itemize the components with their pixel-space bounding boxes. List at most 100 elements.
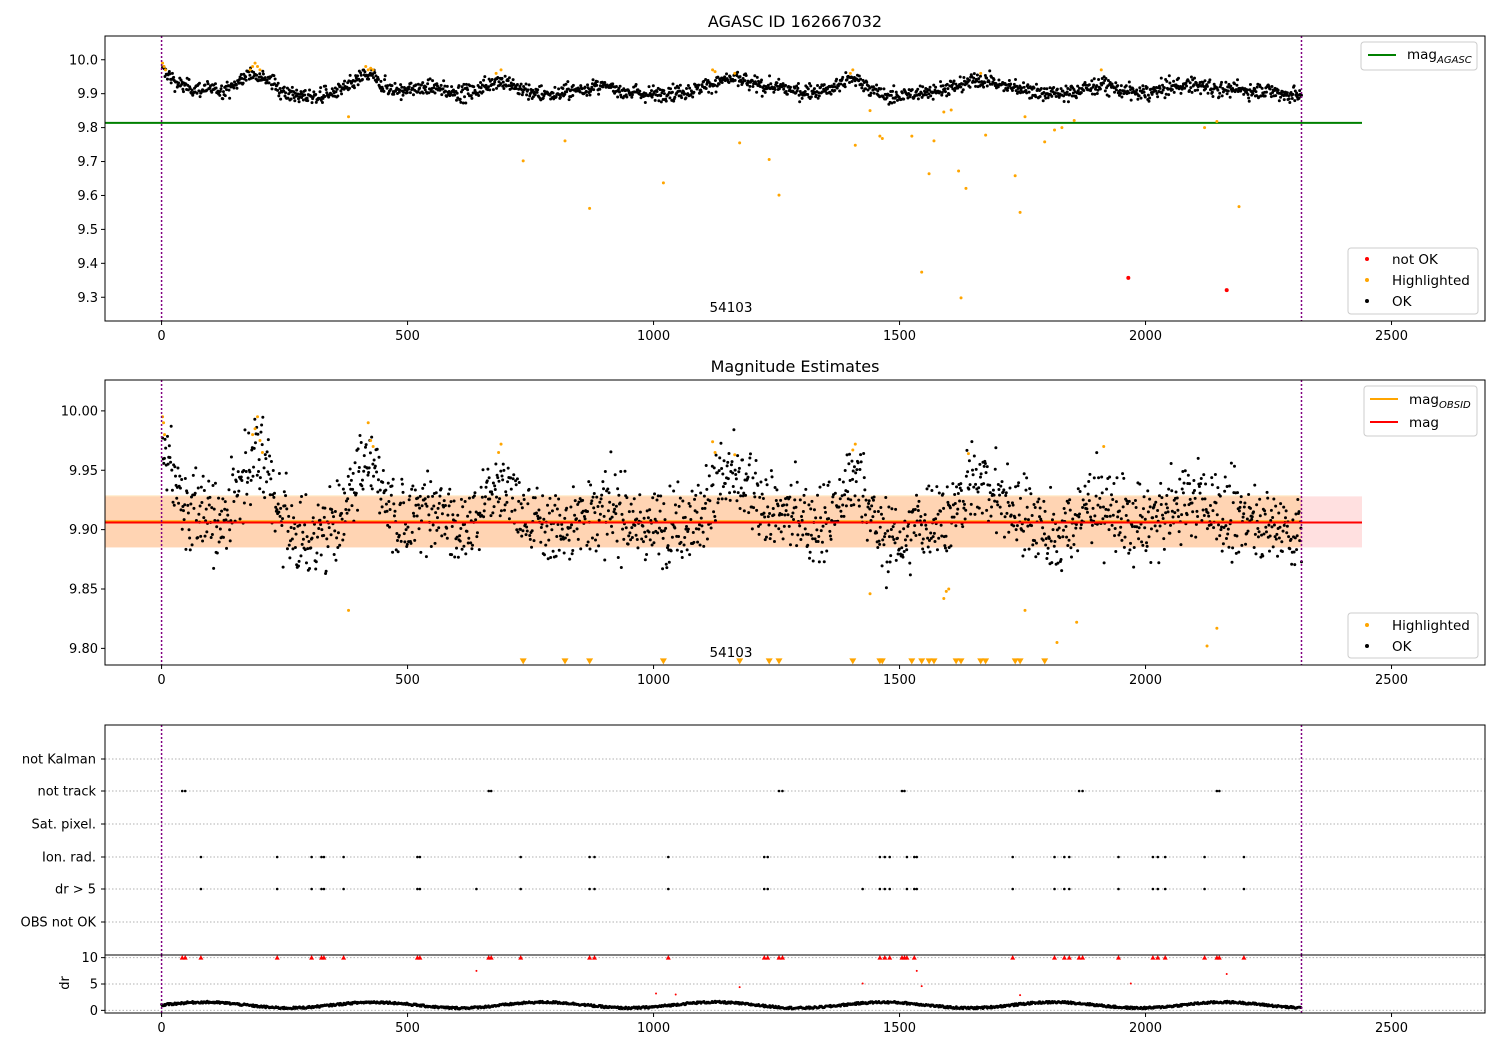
magnitude-point: [1200, 518, 1204, 522]
magnitude-point: [1236, 491, 1240, 495]
magnitude-point: [721, 485, 725, 489]
magnitude-point: [451, 513, 455, 517]
agasc-point: [1041, 99, 1045, 103]
agasc-xtick-label: 0: [157, 329, 165, 344]
magnitude-point: [1192, 478, 1196, 482]
magnitude-point: [570, 552, 574, 556]
magnitude-point: [1081, 506, 1085, 510]
magnitude-point: [713, 519, 717, 523]
magnitude-point: [418, 494, 422, 498]
magnitude-point: [258, 487, 262, 491]
magnitude-point: [711, 483, 715, 487]
magnitude-point: [193, 491, 197, 495]
magnitude-point: [856, 461, 860, 465]
magnitude-point: [1162, 537, 1166, 541]
magnitude-point: [404, 528, 408, 532]
agasc-point: [1260, 86, 1264, 90]
magnitude-point: [499, 509, 503, 513]
magnitude-point: [364, 445, 367, 449]
agasc-point: [528, 94, 532, 98]
magnitude-point: [852, 503, 856, 507]
agasc-point: [423, 88, 427, 92]
magnitude-point: [462, 544, 466, 548]
magnitude-point: [634, 533, 638, 537]
agasc-point: [1218, 85, 1222, 89]
magnitude-point: [574, 517, 578, 521]
flag-point: [888, 887, 892, 891]
magnitude-point: [437, 501, 441, 505]
agasc-point: [1124, 84, 1128, 88]
magnitude-point: [1232, 464, 1236, 468]
magnitude-point: [483, 502, 487, 506]
magnitude-point: [411, 511, 415, 515]
magnitude-point: [736, 491, 740, 495]
magnitude-point: [851, 477, 855, 481]
agasc-point: [557, 87, 561, 91]
magnitude-point: [252, 465, 256, 469]
magnitude-point: [1014, 528, 1018, 532]
magnitude-point: [1208, 504, 1212, 508]
agasc-point: [954, 82, 958, 86]
magnitude-point: [1029, 492, 1033, 496]
magnitude-point: [397, 533, 401, 537]
magnitude-point: [1101, 517, 1105, 521]
magnitude-point: [1149, 527, 1153, 531]
magnitude-highlighted-series: [161, 415, 1219, 648]
agasc-point: [866, 88, 870, 92]
flag-point: [180, 789, 184, 793]
agasc-point: [1038, 95, 1042, 99]
agasc-point: [1094, 87, 1097, 91]
magnitude-point: [421, 486, 425, 490]
agasc-point: [1255, 85, 1259, 89]
magnitude-point: [891, 535, 895, 539]
magnitude-point: [1120, 538, 1124, 542]
magnitude-point: [628, 531, 632, 535]
magnitude-point: [991, 488, 995, 492]
magnitude-point: [438, 494, 442, 498]
magnitude-point: [351, 471, 355, 475]
flag-point: [183, 789, 187, 793]
agasc-point: [601, 85, 605, 89]
magnitude-point: [225, 546, 229, 550]
agasc-point: [521, 90, 525, 94]
magnitude-point: [190, 543, 194, 547]
magnitude-point: [635, 517, 639, 521]
magnitude-point: [855, 468, 859, 472]
agasc-point: [1074, 96, 1078, 100]
magnitude-point: [1076, 549, 1080, 553]
agasc-point: [678, 89, 682, 93]
magnitude-point: [316, 535, 320, 539]
magnitude-point: [178, 486, 182, 490]
agasc-point: [570, 88, 574, 92]
magnitude-point: [555, 535, 559, 539]
magnitude-point: [759, 480, 763, 484]
magnitude-point: [253, 417, 257, 421]
agasc-point: [455, 98, 459, 102]
magnitude-point: [982, 464, 986, 468]
magnitude-point: [1064, 525, 1068, 529]
agasc-point: [372, 76, 376, 80]
legend-highlighted-marker: [1365, 623, 1369, 627]
magnitude-point: [1114, 549, 1118, 553]
agasc-point: [477, 93, 481, 97]
magnitude-point: [381, 480, 385, 484]
magnitude-point: [244, 451, 248, 455]
magnitude-point: [571, 485, 575, 489]
magnitude-point: [795, 544, 799, 548]
flag-point: [905, 887, 909, 891]
magnitude-point: [657, 526, 661, 530]
magnitude-point: [341, 487, 345, 491]
agasc-point: [1090, 79, 1094, 83]
magnitude-point: [1161, 513, 1165, 517]
magnitude-point: [642, 516, 646, 520]
agasc-point: [481, 90, 485, 94]
agasc-point: [458, 97, 462, 101]
magnitude-point: [687, 502, 691, 505]
magnitude-point: [367, 466, 371, 470]
magnitude-point: [1204, 482, 1208, 486]
agasc-point: [1251, 92, 1255, 96]
agasc-point: [1092, 77, 1096, 81]
magnitude-point: [399, 539, 403, 543]
magnitude-point: [943, 544, 947, 548]
magnitude-point: [868, 592, 872, 596]
